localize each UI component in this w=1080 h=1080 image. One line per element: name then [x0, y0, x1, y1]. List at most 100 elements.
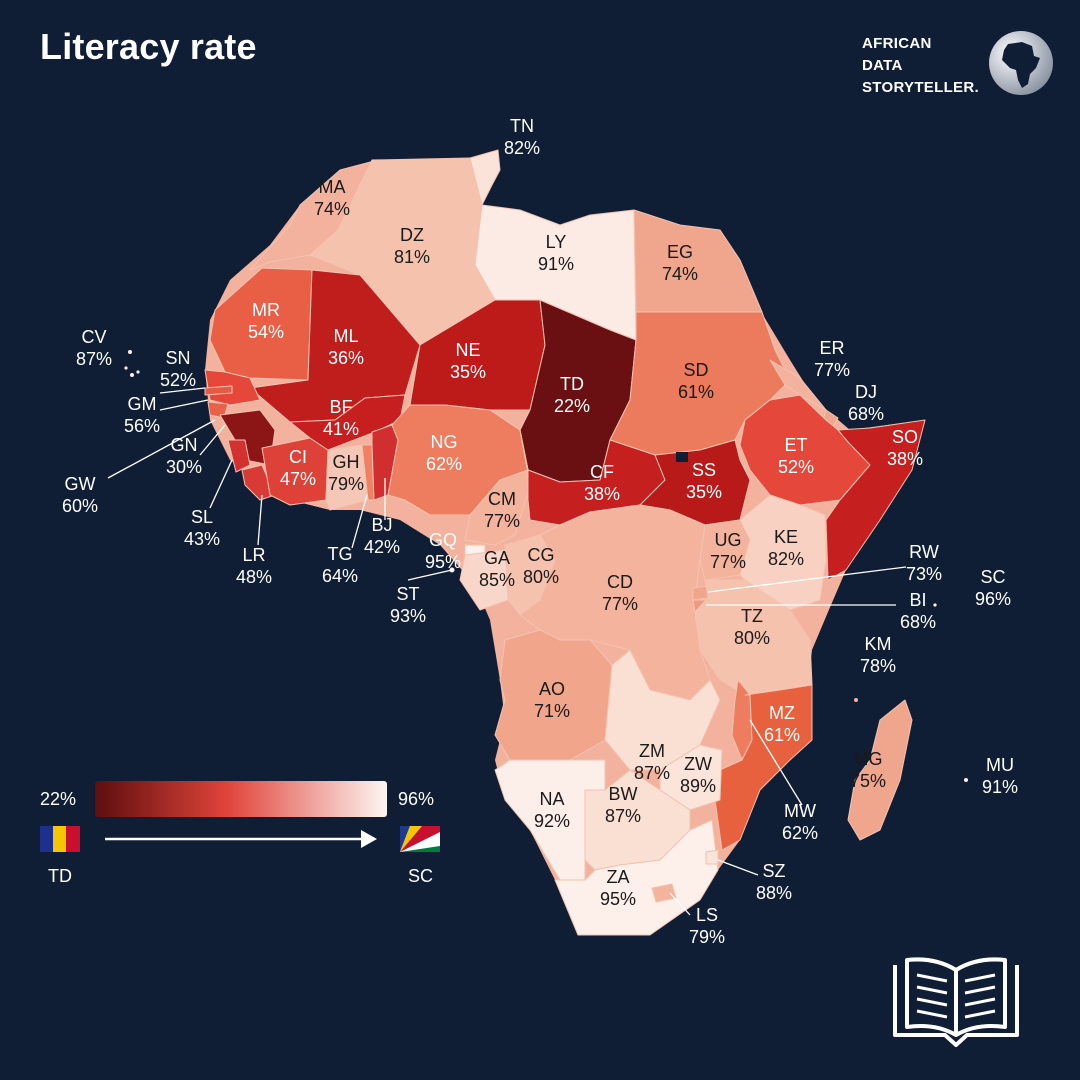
country-code-ke: KE — [774, 527, 798, 547]
literacy-value-cg: 80% — [523, 567, 559, 587]
country-code-tn: TN — [510, 116, 534, 136]
literacy-value-gq: 95% — [425, 552, 461, 572]
literacy-value-ly: 91% — [538, 254, 574, 274]
country-code-gn: GN — [171, 435, 198, 455]
literacy-value-bj: 42% — [364, 537, 400, 557]
country-code-er: ER — [819, 338, 844, 358]
literacy-value-ng: 62% — [426, 454, 462, 474]
literacy-value-ug: 77% — [710, 552, 746, 572]
literacy-value-zm: 87% — [634, 763, 670, 783]
country-lr — [241, 464, 276, 501]
country-code-zm: ZM — [639, 741, 665, 761]
color-scale-bar — [95, 781, 387, 817]
country-so — [825, 419, 926, 581]
literacy-value-bw: 87% — [605, 806, 641, 826]
country-code-ls: LS — [696, 905, 718, 925]
brand-name: AFRICAN DATA STORYTELLER. — [862, 33, 979, 99]
country-za — [554, 819, 719, 936]
literacy-value-km: 78% — [860, 656, 896, 676]
right-arrow-icon — [105, 830, 377, 848]
literacy-value-ss: 35% — [686, 482, 722, 502]
literacy-value-dz: 81% — [394, 247, 430, 267]
literacy-value-so: 38% — [887, 449, 923, 469]
legend-max-label: 96% — [398, 789, 435, 809]
country-rw — [692, 585, 709, 601]
literacy-value-rw: 73% — [906, 564, 942, 584]
country-code-ml: ML — [333, 326, 358, 346]
literacy-value-lr: 48% — [236, 567, 272, 587]
literacy-value-tg: 64% — [322, 566, 358, 586]
literacy-value-st: 93% — [390, 606, 426, 626]
country-code-sn: SN — [165, 348, 190, 368]
country-code-sd: SD — [683, 360, 708, 380]
country-ga — [459, 549, 509, 611]
literacy-value-dj: 68% — [848, 404, 884, 424]
literacy-value-sz: 88% — [756, 883, 792, 903]
country-code-ga: GA — [484, 548, 510, 568]
literacy-value-cd: 77% — [602, 594, 638, 614]
country-sz — [705, 849, 719, 865]
country-mr — [209, 267, 313, 381]
literacy-value-et: 52% — [778, 457, 814, 477]
literacy-value-ke: 82% — [768, 549, 804, 569]
literacy-value-sl: 43% — [184, 529, 220, 549]
country-code-td: TD — [560, 374, 584, 394]
country-mg — [847, 699, 913, 841]
country-code-mu: MU — [986, 755, 1014, 775]
country-sl — [227, 439, 251, 473]
country-mz — [714, 684, 813, 851]
country-code-mg: MG — [854, 749, 883, 769]
country-code-za: ZA — [606, 867, 629, 887]
literacy-value-ao: 71% — [534, 701, 570, 721]
literacy-value-ne: 35% — [450, 362, 486, 382]
country-code-cd: CD — [607, 572, 633, 592]
country-code-mw: MW — [784, 801, 816, 821]
literacy-value-zw: 89% — [680, 776, 716, 796]
literacy-value-gm: 56% — [124, 416, 160, 436]
country-code-tg: TG — [328, 544, 353, 564]
country-code-ne: NE — [455, 340, 480, 360]
country-eg — [633, 209, 763, 313]
country-code-sl: SL — [191, 507, 213, 527]
country-code-ss: SS — [692, 460, 716, 480]
literacy-value-cv: 87% — [76, 349, 112, 369]
country-ao — [494, 629, 613, 761]
literacy-value-ci: 47% — [280, 469, 316, 489]
country-code-sz: SZ — [762, 861, 785, 881]
literacy-value-er: 77% — [814, 360, 850, 380]
country-code-km: KM — [865, 634, 892, 654]
literacy-value-ls: 79% — [689, 927, 725, 947]
country-code-bf: BF — [329, 397, 352, 417]
literacy-value-mw: 62% — [782, 823, 818, 843]
country-code-rw: RW — [909, 542, 939, 562]
flag-td-icon — [40, 826, 80, 852]
country-code-st: ST — [396, 584, 419, 604]
country-code-cf: CF — [590, 462, 614, 482]
